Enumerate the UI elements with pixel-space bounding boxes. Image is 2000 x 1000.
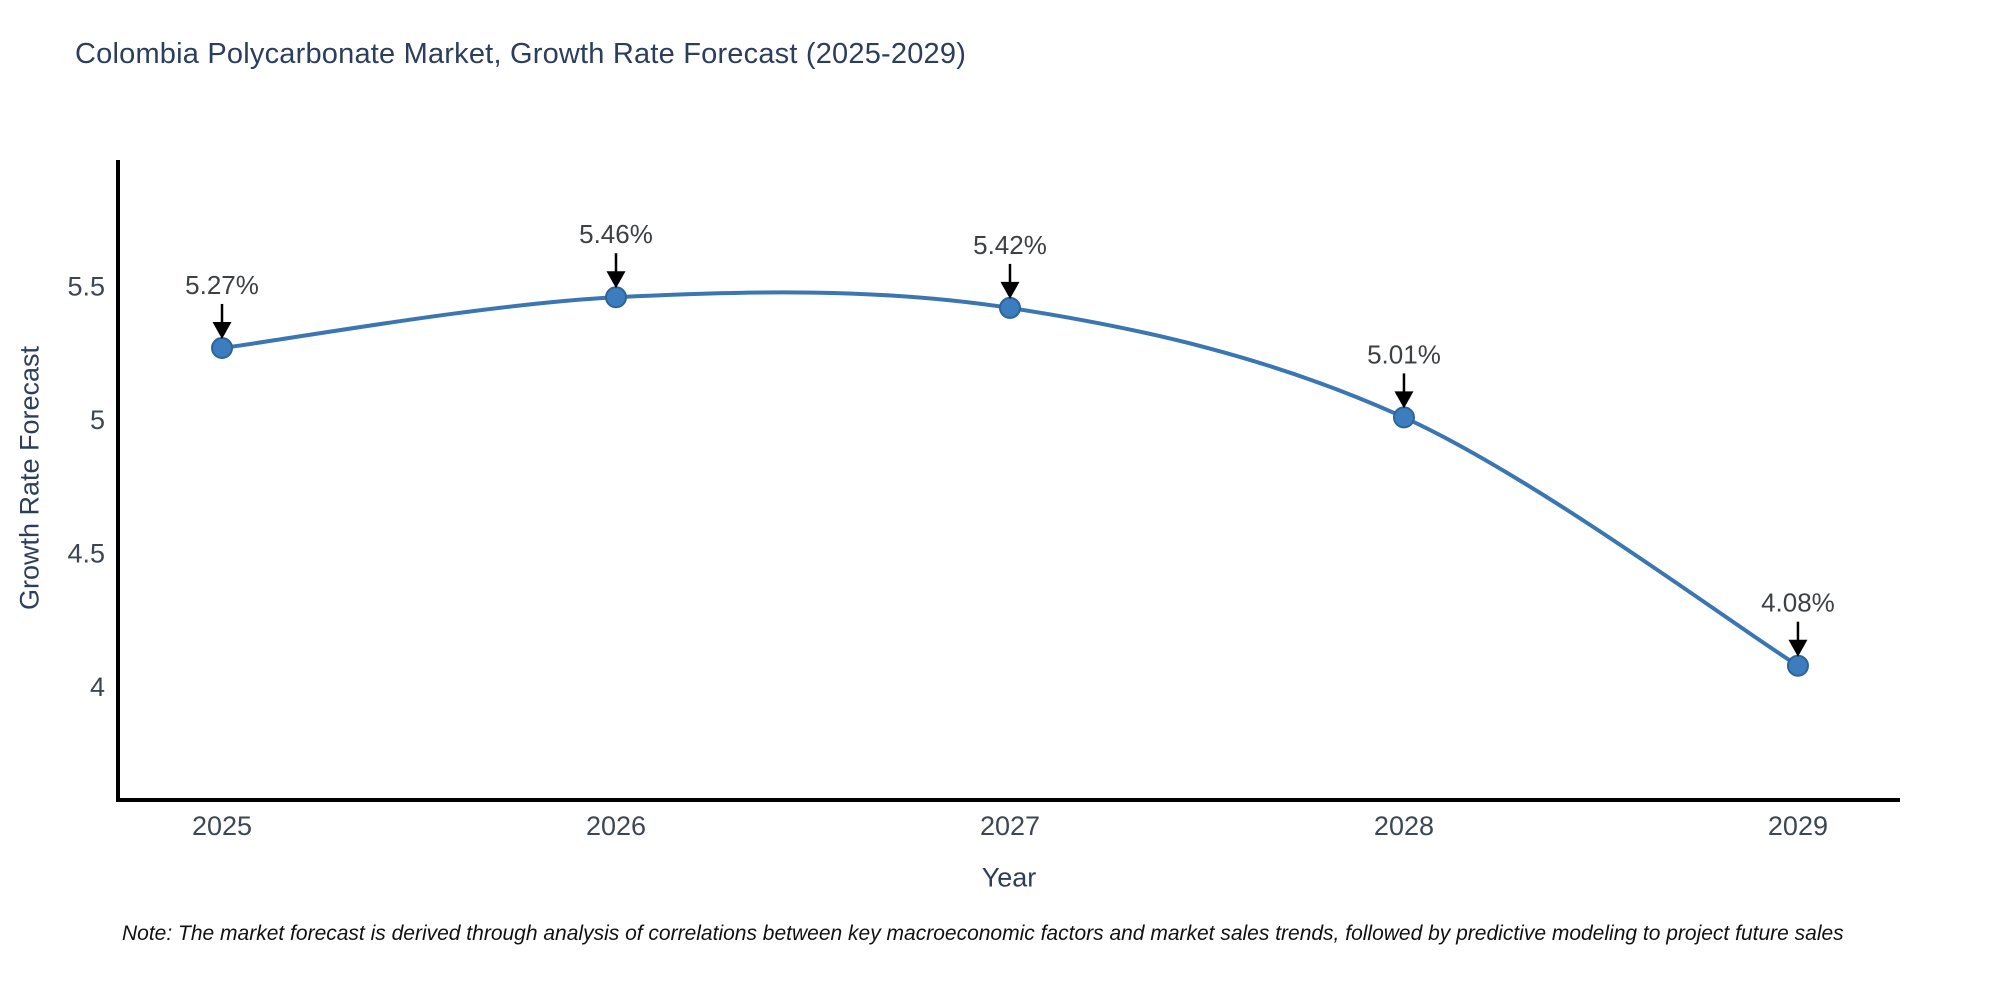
y-axis-title: Growth Rate Forecast: [14, 345, 45, 611]
data-point-marker-2026: [604, 286, 627, 309]
annotation-arrow-head: [1394, 391, 1414, 409]
y-tick-label: 4: [90, 672, 105, 702]
annotation-label: 5.42%: [973, 230, 1047, 260]
x-tick-label: 2029: [1768, 811, 1828, 841]
x-axis-title: Year: [981, 862, 1037, 893]
chart-title: Colombia Polycarbonate Market, Growth Ra…: [75, 38, 967, 70]
data-point-marker-2029: [1786, 654, 1809, 677]
data-point-marker-2028: [1392, 406, 1415, 429]
annotation-arrow-head: [1788, 639, 1808, 657]
annotation-label: 4.08%: [1761, 588, 1835, 618]
trend-line: [220, 290, 1800, 668]
x-tick-label: 2026: [586, 811, 646, 841]
annotation-label: 5.27%: [185, 270, 259, 300]
x-tick-label: 2025: [192, 811, 252, 841]
y-tick-label: 5.5: [67, 272, 105, 302]
y-tick-label: 4.5: [67, 539, 105, 569]
annotation-label: 5.01%: [1367, 339, 1441, 369]
annotation-arrow-head: [212, 321, 232, 339]
y-tick-label: 5: [90, 405, 105, 435]
data-point-marker-2025: [211, 336, 234, 359]
annotation-arrow-head: [1000, 281, 1020, 299]
x-tick-label: 2027: [980, 811, 1040, 841]
x-tick-label: 2028: [1374, 811, 1434, 841]
annotation-label: 5.46%: [579, 219, 653, 249]
annotation-arrow-head: [606, 271, 626, 289]
footnote: Note: The market forecast is derived thr…: [122, 922, 1844, 945]
data-point-marker-2027: [998, 296, 1021, 319]
